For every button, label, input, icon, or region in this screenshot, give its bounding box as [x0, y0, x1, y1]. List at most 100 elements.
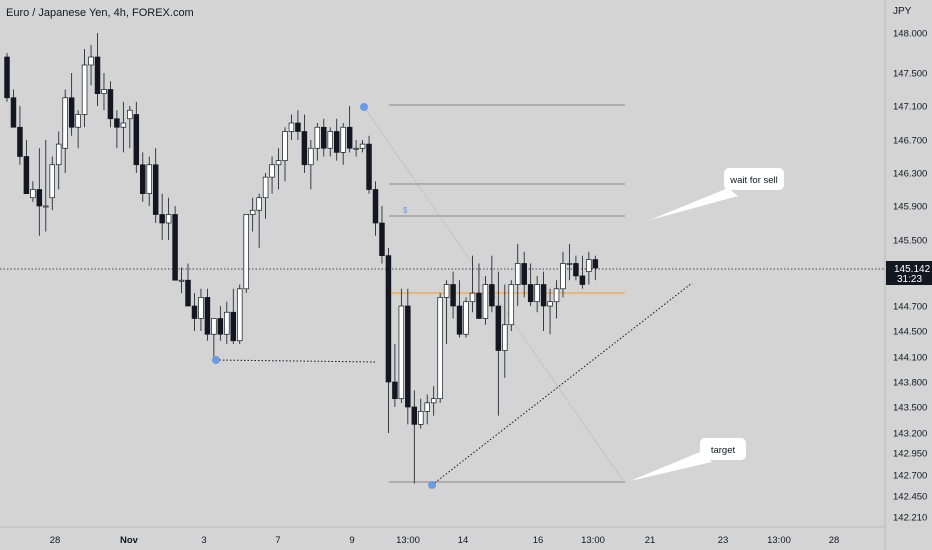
y-tick-label: 142.950: [893, 449, 927, 460]
y-tick-label: 144.100: [893, 353, 927, 364]
bear-candle: [333, 131, 340, 153]
wait-for-sell-callout[interactable]: wait for sell: [650, 168, 784, 220]
bull-candle: [62, 97, 68, 149]
bull-candle: [566, 263, 573, 265]
x-tick-label: 13:00: [581, 535, 605, 546]
bull-candle: [269, 164, 275, 178]
y-tick-label: 142.450: [893, 492, 927, 503]
bear-candle: [68, 97, 75, 128]
bull-candle: [88, 56, 94, 66]
bear-candle: [230, 311, 237, 342]
bear-candle: [521, 263, 527, 285]
price-axis[interactable]: 148.000 147.500 147.100 146.700 146.300 145.9…: [893, 29, 927, 524]
bull-candle: [482, 284, 489, 319]
bull-candle: [49, 164, 56, 199]
bull-candle: [586, 259, 592, 272]
y-tick-label: 145.900: [893, 202, 927, 213]
wait-callout-box: [724, 168, 784, 190]
bear-candle: [185, 279, 191, 307]
bear-candle: [114, 118, 120, 128]
bear-candle: [579, 275, 586, 285]
bear-candle: [191, 305, 198, 319]
last-price-tag: 145.142 31:23: [886, 261, 932, 285]
bull-candle: [211, 318, 217, 335]
y-tick-label: 143.200: [893, 429, 927, 440]
bear-candle: [456, 305, 463, 335]
bull-candle: [463, 301, 469, 335]
y-tick-label: 144.700: [893, 302, 927, 313]
bear-candle: [133, 114, 140, 166]
wait-callout-text: wait for sell: [729, 175, 778, 186]
y-tick-label: 147.500: [893, 69, 927, 80]
bull-candle: [165, 214, 172, 224]
bull-candle: [398, 305, 405, 400]
y-tick-label: 147.100: [893, 102, 927, 113]
bull-candle: [236, 288, 243, 342]
bull-candle: [430, 398, 437, 404]
target-callout-text: target: [711, 445, 736, 456]
bull-candle: [534, 284, 540, 303]
bear-candle: [411, 406, 418, 425]
bear-candle: [107, 89, 114, 120]
bear-candle: [540, 284, 547, 307]
bull-candle: [120, 122, 127, 128]
bull-candle: [340, 126, 346, 153]
bull-candle: [249, 209, 256, 215]
y-tick-label: 144.500: [893, 327, 927, 338]
y-tick-label: 146.700: [893, 136, 927, 147]
bull-candle: [81, 64, 88, 115]
bear-candle: [172, 214, 178, 281]
bull-candle: [560, 263, 566, 290]
target-callout-box: [700, 438, 746, 460]
countdown-value: 31:23: [897, 274, 922, 285]
bear-candle: [204, 297, 211, 335]
bull-candle: [308, 147, 314, 166]
bear-candle: [450, 284, 456, 307]
y-tick-label: 142.700: [893, 471, 927, 482]
y-tick-label: 143.500: [893, 403, 927, 414]
y-tick-label: 142.210: [893, 513, 927, 524]
bear-candle: [495, 305, 502, 351]
bull-candle: [43, 205, 49, 208]
bull-candle: [55, 143, 62, 166]
bull-candle: [178, 279, 185, 282]
swing-low-marker: [212, 356, 220, 364]
bear-candle: [592, 259, 599, 269]
x-tick-label: 23: [718, 535, 729, 546]
unit-label: JPY: [893, 6, 912, 17]
x-tick-label: Nov: [120, 535, 139, 546]
x-tick-label: 16: [533, 535, 544, 546]
swing-high-marker: [360, 103, 368, 111]
target-callout-pointer: [630, 452, 712, 481]
time-axis[interactable]: 28 Nov 3 7 9 13:00 14 16 13:00 21 23 13:00 28: [50, 535, 840, 546]
bear-candle: [36, 189, 43, 207]
bear-candle: [217, 318, 224, 335]
bull-candle: [547, 301, 553, 307]
y-tick-label: 145.500: [893, 236, 927, 247]
bear-candle: [489, 284, 495, 307]
candles-layer: [4, 33, 599, 484]
bear-candle: [17, 126, 23, 157]
bull-candle: [198, 297, 204, 319]
bull-candle: [262, 176, 269, 199]
bear-candle: [476, 292, 482, 319]
bear-candle: [379, 222, 385, 256]
support-dotted-line: [215, 359, 378, 363]
x-tick-label: 13:00: [396, 535, 420, 546]
last-price-value: 145.142: [894, 264, 931, 275]
bear-candle: [94, 56, 101, 94]
bear-candle: [573, 263, 579, 277]
bear-candle: [295, 122, 301, 132]
wait-callout-pointer: [650, 188, 738, 220]
bear-candle: [23, 156, 30, 194]
bear-candle: [301, 131, 308, 166]
x-tick-label: 7: [275, 535, 280, 546]
bull-candle: [256, 197, 262, 211]
target-callout[interactable]: target: [630, 438, 746, 481]
bear-candle: [321, 126, 327, 149]
bear-candle: [140, 164, 146, 194]
bull-candle: [243, 214, 249, 290]
bear-candle: [405, 305, 411, 408]
